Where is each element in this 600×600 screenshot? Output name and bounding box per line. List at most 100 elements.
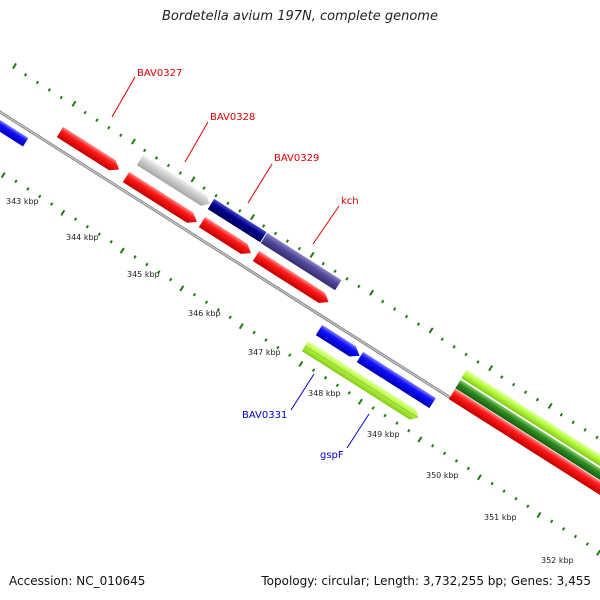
gene-red-lower-2[interactable] xyxy=(198,216,254,258)
tick-mark-minor xyxy=(226,201,230,206)
tick-mark-minor xyxy=(145,262,149,267)
tick-mark-minor xyxy=(321,261,325,266)
gene-lime-right[interactable] xyxy=(461,369,600,475)
tick-mark-minor xyxy=(466,466,470,471)
label-bav0329[interactable]: BAV0329 xyxy=(274,153,319,164)
label-gspf[interactable]: gspF xyxy=(320,450,344,461)
tick-mark-major xyxy=(71,100,77,107)
gene-red-right[interactable] xyxy=(448,388,600,496)
tick-mark-minor xyxy=(192,292,197,297)
tick-mark-minor xyxy=(107,125,111,130)
tick-mark-minor xyxy=(502,489,506,493)
gene-bav0328[interactable] xyxy=(136,154,213,209)
tick-mark-minor xyxy=(323,375,328,380)
kbp-label-346: 346 kbp xyxy=(188,309,221,318)
tick-mark-minor xyxy=(333,269,337,274)
tick-mark-minor xyxy=(83,110,87,115)
label-kch[interactable]: kch xyxy=(341,196,359,207)
gene-lime-lower[interactable] xyxy=(301,340,422,423)
leader-bav0331 xyxy=(290,373,315,411)
tick-mark-major xyxy=(309,251,315,258)
tick-mark-major xyxy=(547,402,553,410)
tick-mark-major xyxy=(131,138,136,145)
tick-mark-minor xyxy=(476,360,480,364)
label-bav0331[interactable]: BAV0331 xyxy=(242,410,287,421)
tick-mark-minor xyxy=(38,194,42,199)
tick-mark-major xyxy=(238,323,244,330)
genome-backbone xyxy=(0,105,600,505)
tick-mark-minor xyxy=(35,80,40,85)
tick-mark-minor xyxy=(202,186,206,190)
tick-mark-minor xyxy=(273,231,278,236)
gene-kch[interactable] xyxy=(260,232,342,291)
gene-bav0327-forward[interactable] xyxy=(0,119,29,147)
tick-mark-minor xyxy=(512,382,516,387)
tick-mark-minor xyxy=(204,300,209,305)
gene-red-lower-1[interactable] xyxy=(122,171,200,227)
leader-gspf xyxy=(346,413,370,449)
kbp-label-348: 348 kbp xyxy=(308,389,341,398)
genome-summary-text: Topology: circular; Length: 3,732,255 bp… xyxy=(261,574,591,588)
tick-mark-minor xyxy=(264,338,268,342)
tick-mark-minor xyxy=(157,270,161,274)
tick-mark-minor xyxy=(26,187,30,191)
tick-mark-minor xyxy=(252,330,256,335)
tick-mark-major xyxy=(179,285,185,292)
tick-mark-major xyxy=(298,360,304,368)
tick-mark-minor xyxy=(297,246,302,251)
tick-mark-minor xyxy=(383,413,387,418)
tick-mark-minor xyxy=(59,95,63,100)
tick-mark-minor xyxy=(216,307,220,312)
tick-mark-minor xyxy=(347,391,351,395)
gene-bav0331-feature[interactable] xyxy=(315,324,363,361)
tick-mark-minor xyxy=(214,193,218,198)
gene-gspf-feature[interactable] xyxy=(356,351,436,409)
tick-mark-minor xyxy=(595,435,599,440)
gene-bav0329[interactable] xyxy=(207,198,267,243)
tick-mark-major xyxy=(357,398,363,405)
leader-bav0327 xyxy=(111,76,136,118)
tick-mark-major xyxy=(596,549,600,556)
map-title: Bordetella avium 197N, complete genome xyxy=(162,9,438,24)
tick-mark-minor xyxy=(95,118,99,122)
tick-mark-minor xyxy=(357,284,361,289)
tick-mark-minor xyxy=(440,337,444,342)
tick-mark-minor xyxy=(47,88,52,92)
tick-mark-minor xyxy=(381,299,385,304)
tick-mark-major xyxy=(12,62,17,70)
gene-green-right[interactable] xyxy=(455,379,600,485)
tick-mark-minor xyxy=(392,307,397,311)
tick-mark-minor xyxy=(262,224,266,228)
tick-mark-major xyxy=(417,436,423,443)
tick-mark-minor xyxy=(407,428,411,433)
gene-bav0327[interactable] xyxy=(56,126,123,175)
tick-mark-minor xyxy=(345,277,349,281)
label-bav0328[interactable]: BAV0328 xyxy=(210,112,255,123)
tick-mark-minor xyxy=(119,133,123,138)
tick-mark-major xyxy=(0,172,6,179)
kbp-label-350: 350 kbp xyxy=(426,471,459,480)
tick-mark-major xyxy=(488,365,494,372)
tick-mark-minor xyxy=(416,322,421,326)
tick-mark-minor xyxy=(166,163,171,168)
tick-mark-major xyxy=(476,474,482,481)
tick-mark-minor xyxy=(523,390,528,394)
kbp-label-352: 352 kbp xyxy=(541,556,574,565)
gene-red-lower-3[interactable] xyxy=(252,250,332,307)
label-bav0327[interactable]: BAV0327 xyxy=(137,68,182,79)
tick-mark-minor xyxy=(583,428,587,432)
tick-mark-minor xyxy=(500,375,504,379)
tick-mark-minor xyxy=(97,232,101,237)
tick-mark-minor xyxy=(464,352,468,357)
tick-mark-major xyxy=(119,247,125,254)
tick-mark-minor xyxy=(535,397,540,402)
tick-mark-minor xyxy=(430,443,435,448)
tick-mark-minor xyxy=(50,202,54,206)
tick-mark-major xyxy=(60,209,66,216)
tick-mark-minor xyxy=(395,421,399,425)
kbp-label-349: 349 kbp xyxy=(367,430,400,439)
kbp-label-344: 344 kbp xyxy=(66,233,99,242)
accession-text: Accession: NC_010645 xyxy=(9,574,146,588)
tick-mark-minor xyxy=(228,315,232,320)
